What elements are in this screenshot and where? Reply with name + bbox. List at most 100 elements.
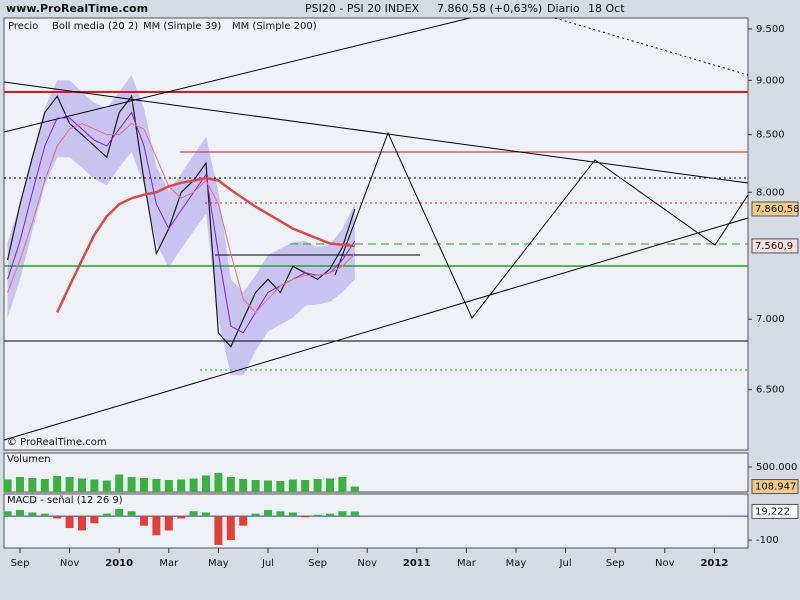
bar — [276, 481, 285, 492]
value-marker-label: 108.947 — [755, 482, 796, 493]
bar — [40, 479, 49, 492]
y-tick-label: 6.500 — [756, 385, 785, 396]
bar — [40, 513, 49, 517]
bar — [140, 478, 148, 492]
bar — [102, 480, 111, 492]
bar — [177, 516, 186, 519]
bar — [115, 474, 124, 492]
date: 18 Oct — [588, 2, 625, 15]
bar — [127, 511, 136, 517]
bar — [350, 511, 359, 517]
bar — [152, 516, 161, 536]
x-tick-label: May — [208, 558, 229, 569]
y-tick-label: 7.000 — [756, 314, 785, 325]
x-tick-label: Sep — [606, 558, 625, 569]
bar — [78, 478, 86, 492]
bar — [338, 477, 347, 492]
bar — [53, 516, 62, 519]
bar — [28, 512, 37, 517]
x-tick-label: Sep — [11, 558, 30, 569]
bar — [202, 512, 210, 517]
x-tick-label: Mar — [457, 558, 477, 569]
bar — [239, 479, 248, 492]
quote: 7.860,58 (+0,63%) — [437, 2, 542, 15]
bar — [90, 516, 99, 524]
bar — [3, 479, 12, 492]
bar — [115, 508, 124, 517]
bar — [140, 516, 148, 526]
value-marker-label: 7.560,9 — [755, 241, 793, 252]
bar — [16, 477, 24, 492]
x-tick-label: 2012 — [700, 558, 728, 569]
main-panel — [3, 17, 749, 451]
bar — [189, 478, 198, 492]
bar — [264, 480, 272, 492]
bar — [338, 511, 347, 517]
bar — [288, 479, 297, 492]
instrument: PSI20 - PSI 20 INDEX — [305, 2, 420, 15]
y-tick-label: 9.000 — [756, 75, 785, 86]
x-tick-label: Jul — [559, 558, 572, 569]
bar — [251, 480, 260, 492]
price-line — [7, 122, 356, 314]
x-tick-label: Nov — [357, 558, 377, 569]
x-tick-label: 2011 — [403, 558, 431, 569]
bar — [226, 477, 235, 492]
legend-entry: Precio — [8, 21, 38, 32]
trend-line — [554, 17, 749, 76]
bar — [202, 475, 210, 492]
bar — [189, 511, 198, 517]
bar — [226, 516, 235, 541]
legend-entry: MM (Simple 200) — [232, 21, 317, 32]
bar — [65, 516, 74, 529]
x-tick-label: May — [506, 558, 527, 569]
bar — [251, 513, 260, 517]
value-marker — [751, 479, 799, 495]
y-tick-label: -100 — [756, 535, 779, 546]
x-tick-label: Sep — [308, 558, 327, 569]
site: www.ProRealTime.com — [6, 2, 148, 15]
bar — [177, 479, 186, 492]
bar — [102, 513, 111, 517]
y-tick-label: 8.500 — [756, 130, 785, 141]
value-marker — [751, 503, 799, 519]
price-line — [7, 94, 356, 348]
bar — [326, 478, 334, 492]
bar — [152, 479, 161, 492]
bar — [65, 477, 74, 492]
bar — [239, 516, 248, 526]
bar — [276, 511, 285, 517]
price-line — [56, 176, 355, 313]
bar — [301, 516, 310, 518]
x-tick-label: Mar — [159, 558, 179, 569]
legend-entry: MM (Simple 39) — [143, 21, 221, 32]
price-line — [7, 111, 356, 334]
trend-line — [3, 17, 471, 133]
bar — [90, 479, 99, 492]
x-tick-label: Nov — [60, 558, 80, 569]
bar — [313, 479, 322, 492]
bar — [214, 516, 223, 545]
bollinger-band — [7, 75, 355, 376]
y-tick-label: 8.000 — [756, 187, 785, 198]
bar — [288, 512, 297, 517]
bar — [313, 514, 322, 517]
panel-title: Volumen — [7, 454, 51, 465]
bar — [214, 473, 223, 492]
y-tick-label: 9.500 — [756, 24, 785, 35]
bar — [78, 516, 86, 531]
trend-line — [3, 217, 749, 441]
copyright: © ProRealTime.com — [7, 437, 107, 448]
bar — [3, 511, 12, 517]
legend-entry: Boll media (20 2) — [52, 21, 138, 32]
y-tick-label: 500.000 — [756, 462, 797, 473]
bar — [16, 510, 24, 517]
trend-lines — [3, 17, 749, 441]
bar — [164, 516, 173, 531]
macd-panel — [3, 493, 749, 549]
value-marker — [751, 238, 799, 254]
projection — [334, 131, 749, 319]
bar — [264, 510, 272, 517]
panel-title: MACD - señal (12 26 9) — [7, 495, 123, 506]
bar — [301, 480, 310, 492]
